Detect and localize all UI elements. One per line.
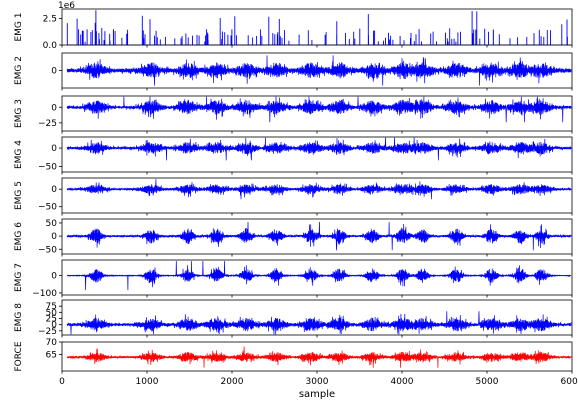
ytick-label: 0 <box>51 103 57 113</box>
ylabel: EMG 4 <box>14 140 24 169</box>
xtick-label: 0 <box>59 377 65 387</box>
ytick-label: 0 <box>51 185 57 195</box>
ylabel: EMG 7 <box>14 263 24 292</box>
signal-trace-6 <box>66 221 572 251</box>
ylabel: EMG 5 <box>14 181 24 210</box>
ytick-label: 75 <box>46 302 57 312</box>
ytick-label: 0 <box>51 272 57 282</box>
ytick-label: 0 <box>51 67 57 77</box>
emg1-spikes <box>66 10 568 45</box>
signal-trace-2 <box>66 55 572 86</box>
signal-trace-9 <box>66 346 572 368</box>
ylabel: EMG 2 <box>14 56 24 85</box>
ytick-label: −50 <box>38 203 57 213</box>
offset-text: 1e6 <box>58 1 75 11</box>
xtick-label: 5000 <box>476 377 499 387</box>
ytick-label: 0.0 <box>43 41 58 51</box>
xtick-label: 4000 <box>391 377 414 387</box>
axes-frame-1 <box>61 8 573 46</box>
ylabel: FORCE <box>14 341 24 371</box>
axes-frame-5 <box>61 177 573 214</box>
ytick-label: 2.5 <box>43 15 57 25</box>
signal-trace-5 <box>66 179 572 200</box>
ylabel: EMG 3 <box>14 99 24 128</box>
ytick-label: −50 <box>38 245 57 255</box>
ytick-label: −25 <box>38 327 57 337</box>
signal-trace-8 <box>66 311 572 335</box>
ytick-label: −25 <box>38 119 57 129</box>
ytick-label: 25 <box>46 314 57 324</box>
ytick-label: 50 <box>46 219 58 229</box>
ylabel: EMG 6 <box>14 222 24 251</box>
ytick-label: 65 <box>46 351 57 361</box>
xtick-label: 1000 <box>136 377 159 387</box>
ytick-label: −50 <box>38 162 57 172</box>
ytick-label: 50 <box>46 308 58 318</box>
ytick-label: 0 <box>51 321 57 331</box>
signal-trace-3 <box>66 96 572 123</box>
ylabel: EMG 1 <box>14 12 24 41</box>
signal-trace-4 <box>66 137 572 161</box>
ytick-label: 0 <box>51 144 57 154</box>
signal-trace-7 <box>66 260 572 291</box>
ytick-label: −100 <box>32 289 57 299</box>
xtick-label: 6000 <box>561 377 578 387</box>
xtick-label: 3000 <box>306 377 329 387</box>
ytick-label: 0 <box>51 232 57 242</box>
axes-frame-4 <box>61 136 573 173</box>
xtick-label: 2000 <box>221 377 244 387</box>
xlabel: sample <box>299 389 335 400</box>
ylabel: EMG 8 <box>14 303 24 332</box>
ytick-label: 70 <box>46 338 58 348</box>
